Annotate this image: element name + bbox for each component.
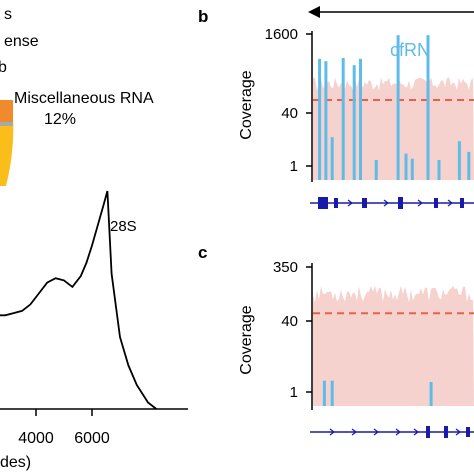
exon	[466, 427, 470, 437]
legend-fragment-1: s	[4, 6, 12, 23]
panel-c-ytick-1: 1	[290, 384, 298, 401]
coverage-bar	[330, 380, 334, 406]
panel-letter-c: c	[198, 243, 207, 262]
strand-arrows	[329, 428, 461, 436]
panel-letter-b: b	[198, 7, 208, 26]
panel-c-ytick-40: 40	[281, 313, 298, 330]
pie-slice-gray	[0, 122, 13, 126]
coverage-bar	[404, 153, 408, 180]
panel-b-ytick-1600: 1600	[265, 26, 298, 43]
coverage-bar	[467, 151, 471, 180]
peak-label-28s: 28S	[110, 218, 137, 235]
panel-b-ylabel: Coverage	[238, 70, 255, 139]
exon	[318, 197, 328, 209]
coverage-bar	[410, 158, 414, 180]
exon	[460, 198, 464, 208]
panel-c-plot-area	[313, 285, 474, 406]
coverage-bar	[426, 35, 430, 181]
coverage-bar	[330, 137, 334, 180]
pie-slice-orange	[0, 100, 13, 124]
coverage-bar	[322, 380, 326, 406]
panel-b-ytick-40: 40	[281, 105, 298, 122]
coverage-bar	[352, 65, 356, 180]
pie-slice-gold	[0, 118, 14, 186]
trace-line	[0, 190, 157, 410]
panel-c-ylabel: Coverage	[238, 305, 255, 374]
coverage-bar	[457, 141, 461, 180]
panel-b-gene-model	[310, 197, 474, 209]
legend-fragment-3: b	[0, 59, 7, 76]
panel-b-ytick-1: 1	[290, 158, 298, 175]
coverage-bar	[429, 382, 433, 406]
panel-c-ytick-350: 350	[273, 259, 298, 276]
coverage-bar	[374, 160, 378, 180]
exon	[398, 197, 403, 209]
coverage-bar	[359, 58, 362, 180]
exon	[444, 426, 448, 438]
coverage-bar	[341, 57, 345, 180]
pie-chart	[0, 100, 14, 186]
exon	[362, 198, 367, 208]
x-tick-label-4000: 4000	[18, 430, 54, 447]
legend-fragment-2: ense	[4, 33, 39, 50]
panel-b-plot-area	[313, 35, 474, 181]
exon	[426, 426, 430, 438]
background-coverage-fill	[313, 285, 474, 406]
direction-arrow-head	[308, 6, 320, 18]
strand-arrows	[347, 199, 453, 207]
pie-percent-label: 12%	[44, 111, 76, 128]
panel-b-series-label: cfRN	[390, 40, 430, 60]
background-coverage-fill	[313, 77, 474, 180]
exon	[334, 198, 338, 208]
coverage-bar	[318, 58, 322, 180]
panel-c-gene-model	[310, 426, 474, 438]
x-axis-label-fragment: des)	[0, 454, 31, 471]
exon	[434, 198, 438, 208]
panel-a: s ense b Miscellaneous RNA 12% 4000 6000…	[0, 6, 188, 471]
coverage-bar	[437, 160, 441, 180]
coverage-bar	[396, 35, 400, 181]
panel-b: b Coverage 1600 40 1 cfRN	[198, 6, 474, 209]
trace-plot	[0, 190, 157, 410]
x-tick-label-6000: 6000	[74, 430, 110, 447]
pie-label: Miscellaneous RNA	[14, 90, 154, 107]
panel-c: c Coverage 350 40 1	[198, 243, 474, 438]
coverage-bar	[324, 61, 328, 181]
